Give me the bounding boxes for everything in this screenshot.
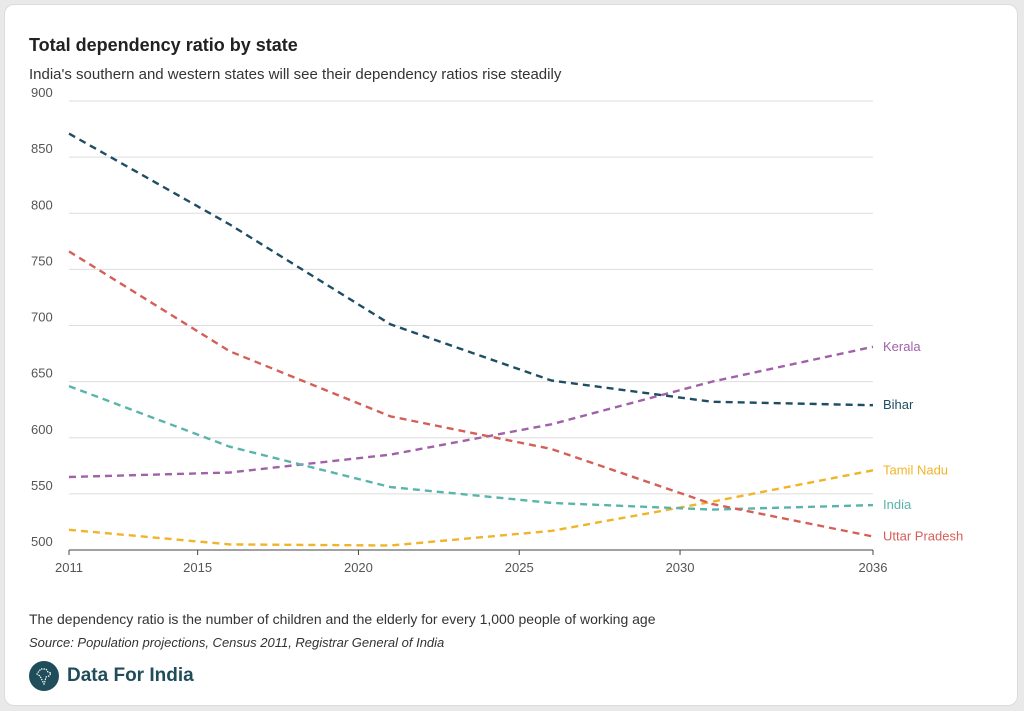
y-tick-label: 500 [31, 534, 53, 549]
series-line-india [68, 384, 874, 511]
series-line-bihar [68, 132, 874, 407]
y-tick-label: 900 [31, 85, 53, 100]
chart-card: Total dependency ratio by state India's … [4, 4, 1018, 706]
x-tick-label: 2011 [55, 560, 83, 575]
y-tick-label: 550 [31, 478, 53, 493]
series-label-india: India [883, 497, 912, 512]
series-line-tamil-nadu [68, 469, 874, 547]
x-tick-label: 2025 [505, 560, 534, 575]
line-chart: 500 550 600 650 700 750 800 850 900 2011 2015 2020 2… [31, 85, 963, 575]
series-label-bihar: Bihar [883, 397, 914, 412]
source-note: Source: Population projections, Census 2… [29, 635, 445, 650]
y-tick-label: 650 [31, 366, 53, 381]
chart-subtitle: India's southern and western states will… [29, 66, 562, 83]
india-map-logo-icon [29, 661, 59, 691]
x-tick-label: 2030 [666, 560, 695, 575]
series-label-uttar-pradesh: Uttar Pradesh [883, 529, 963, 544]
brand: Data For India [29, 661, 194, 691]
y-tick-label: 700 [31, 310, 53, 325]
series-line-kerala [68, 345, 874, 479]
y-tick-label: 600 [31, 422, 53, 437]
series-label-tamil-nadu: Tamil Nadu [883, 462, 948, 477]
brand-name: Data For India [67, 665, 194, 686]
series-line-uttar-pradesh [68, 250, 874, 538]
x-tick-label: 2015 [183, 560, 212, 575]
x-tick-label: 2020 [344, 560, 373, 575]
y-tick-label: 800 [31, 197, 53, 212]
y-tick-label: 850 [31, 141, 53, 156]
series-label-kerala: Kerala [883, 339, 921, 354]
x-tick-label: 2036 [859, 560, 888, 575]
y-tick-label: 750 [31, 253, 53, 268]
footnote: The dependency ratio is the number of ch… [29, 611, 656, 627]
chart-title: Total dependency ratio by state [29, 35, 298, 55]
